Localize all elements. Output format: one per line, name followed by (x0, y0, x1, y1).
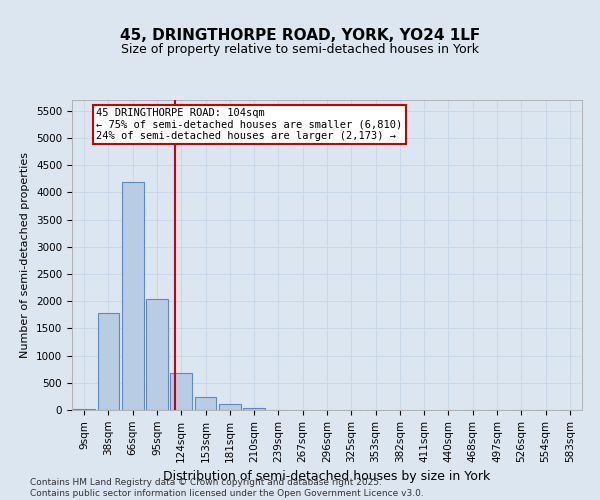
Text: 45 DRINGTHORPE ROAD: 104sqm
← 75% of semi-detached houses are smaller (6,810)
24: 45 DRINGTHORPE ROAD: 104sqm ← 75% of sem… (96, 108, 403, 142)
Text: 45, DRINGTHORPE ROAD, YORK, YO24 1LF: 45, DRINGTHORPE ROAD, YORK, YO24 1LF (120, 28, 480, 42)
Y-axis label: Number of semi-detached properties: Number of semi-detached properties (20, 152, 31, 358)
Text: Contains HM Land Registry data © Crown copyright and database right 2025.
Contai: Contains HM Land Registry data © Crown c… (30, 478, 424, 498)
Bar (219, 404, 241, 410)
Text: Size of property relative to semi-detached houses in York: Size of property relative to semi-detach… (121, 42, 479, 56)
Bar (73, 409, 95, 410)
X-axis label: Distribution of semi-detached houses by size in York: Distribution of semi-detached houses by … (163, 470, 491, 483)
Bar (97, 313, 119, 410)
Bar (146, 298, 168, 410)
Bar (194, 397, 217, 410)
Bar (243, 408, 265, 410)
Bar (122, 182, 143, 410)
Bar (170, 373, 192, 410)
